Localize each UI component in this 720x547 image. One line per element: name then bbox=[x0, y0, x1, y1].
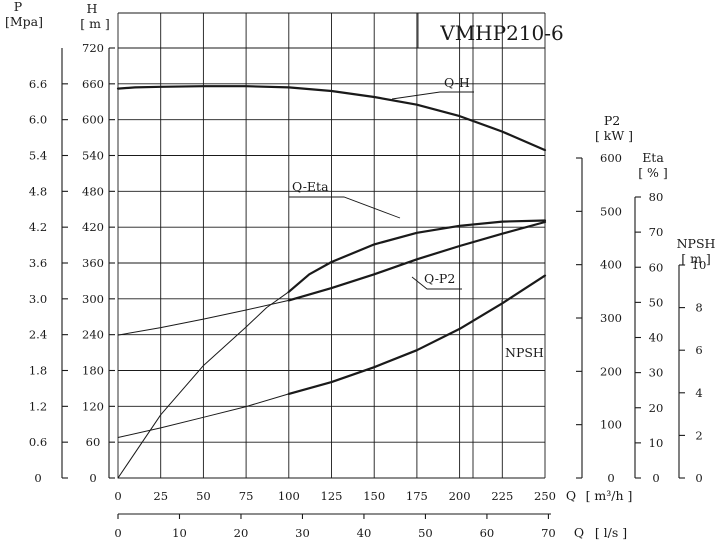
h-axis-tick-label: 0 bbox=[89, 471, 96, 485]
eta-axis-tick-label: 50 bbox=[649, 295, 664, 309]
p-axis-tick-label: 1.2 bbox=[29, 399, 47, 413]
grid bbox=[117, 12, 546, 479]
h-axis-tick-label: 240 bbox=[82, 328, 104, 342]
q-ls-tick-label: 40 bbox=[357, 526, 372, 540]
q-m3h-tick-label: 150 bbox=[363, 489, 385, 503]
h-axis-tick-label: 180 bbox=[82, 364, 104, 378]
q-ls-tick-label: 0 bbox=[114, 526, 121, 540]
eta-axis-tick-label: 80 bbox=[649, 190, 664, 204]
q-m3h-axis-label: Q bbox=[566, 488, 576, 503]
h-axis-tick-label: 540 bbox=[82, 149, 104, 163]
q-m3h-tick-label: 225 bbox=[491, 489, 513, 503]
p-axis-unit: [Mpa] bbox=[5, 14, 43, 29]
h-axis-tick-label: 300 bbox=[82, 292, 104, 306]
h-axis-tick-label: 60 bbox=[86, 435, 101, 449]
q-m3h-tick-label: 125 bbox=[321, 489, 343, 503]
npsh-axis-tick-label: 4 bbox=[695, 386, 702, 400]
p2-axis-tick-label: 400 bbox=[600, 258, 622, 272]
p-axis-tick-label: 4.8 bbox=[29, 184, 47, 198]
q-m3h-tick-label: 50 bbox=[196, 489, 211, 503]
eta-axis-tick-label: 60 bbox=[649, 260, 664, 274]
h-axis-tick-label: 420 bbox=[82, 220, 104, 234]
npsh-axis-tick-label: 10 bbox=[692, 258, 707, 272]
p2-axis-unit: [ kW ] bbox=[595, 128, 633, 143]
p-axis-tick-label: 6.6 bbox=[29, 77, 47, 91]
npsh-axis-tick-label: 6 bbox=[695, 343, 702, 357]
eta-axis-tick-label: 30 bbox=[649, 366, 664, 380]
q-h-leader bbox=[391, 91, 474, 100]
eta-axis-label: Eta bbox=[642, 150, 664, 165]
p2-axis-tick-label: 300 bbox=[600, 311, 622, 325]
q-m3h-tick-label: 250 bbox=[534, 489, 556, 503]
eta-axis-tick-label: 20 bbox=[649, 401, 664, 415]
q-eta-curve bbox=[287, 219, 547, 293]
h-axis-tick-label: 120 bbox=[82, 399, 104, 413]
p-axis-tick-label: 3.0 bbox=[29, 292, 47, 306]
p-axis-tick-label: 4.2 bbox=[29, 220, 47, 234]
q-ls-tick-label: 10 bbox=[172, 526, 187, 540]
q-eta-label: Q-Eta bbox=[292, 179, 329, 194]
npsh-axis-unit: [ m ] bbox=[681, 251, 711, 266]
p-axis-tick-label: 1.8 bbox=[29, 364, 47, 378]
q-m3h-axis-unit: [ m³/h ] bbox=[586, 488, 633, 503]
npsh-axis-tick-label: 8 bbox=[695, 301, 702, 315]
q-m3h-tick-label: 0 bbox=[114, 489, 121, 503]
eta-axis-unit: [ % ] bbox=[638, 165, 668, 180]
q-m3h-tick-label: 175 bbox=[406, 489, 428, 503]
npsh-axis-tick-label: 0 bbox=[695, 471, 702, 485]
chart-title: VMHP210-6 bbox=[439, 21, 563, 45]
p-axis-tick-label: 5.4 bbox=[29, 149, 47, 163]
p-axis-tick-label: 0.6 bbox=[29, 435, 47, 449]
p-axis-tick-label: 6.0 bbox=[29, 113, 47, 127]
h-axis-unit: [ m ] bbox=[80, 16, 110, 31]
p2-axis-tick-label: 600 bbox=[600, 151, 622, 165]
h-axis-label: H bbox=[87, 1, 98, 16]
q-ls-tick-label: 50 bbox=[418, 526, 433, 540]
p-axis-label: P bbox=[14, 0, 22, 14]
q-p2-curve bbox=[287, 220, 547, 302]
npsh-curve bbox=[117, 393, 290, 438]
q-ls-tick-label: 60 bbox=[480, 526, 495, 540]
q-m3h-tick-label: 75 bbox=[239, 489, 254, 503]
q-ls-tick-label: 70 bbox=[541, 526, 556, 540]
npsh-axis-tick-label: 2 bbox=[695, 428, 702, 442]
q-h-curve bbox=[116, 85, 547, 152]
q-ls-tick-label: 20 bbox=[234, 526, 249, 540]
q-ls-tick-label: 30 bbox=[295, 526, 310, 540]
q-m3h-tick-label: 25 bbox=[153, 489, 168, 503]
eta-axis-tick-label: 70 bbox=[649, 225, 664, 239]
npsh-label: NPSH bbox=[505, 345, 544, 360]
p-axis-tick-label: 0 bbox=[34, 471, 41, 485]
q-p2-leader bbox=[411, 276, 462, 290]
npsh-curve bbox=[287, 274, 547, 395]
eta-axis-tick-label: 10 bbox=[649, 436, 664, 450]
p2-axis-tick-label: 0 bbox=[607, 471, 614, 485]
h-axis-tick-label: 600 bbox=[82, 113, 104, 127]
eta-axis-tick-label: 0 bbox=[652, 471, 659, 485]
q-h-label: Q-H bbox=[444, 75, 470, 90]
q-ls-axis-label: Q bbox=[574, 525, 584, 540]
q-m3h-tick-label: 100 bbox=[278, 489, 300, 503]
q-p2-curve bbox=[117, 299, 290, 336]
p-axis-tick-label: 3.6 bbox=[29, 256, 47, 270]
q-m3h-tick-label: 200 bbox=[449, 489, 471, 503]
p2-axis-label: P2 bbox=[604, 113, 620, 128]
q-eta-leader bbox=[289, 196, 401, 219]
eta-axis-tick-label: 40 bbox=[649, 331, 664, 345]
p2-axis-tick-label: 100 bbox=[600, 418, 622, 432]
h-axis-tick-label: 480 bbox=[82, 184, 104, 198]
q-ls-axis-unit: [ l/s ] bbox=[595, 525, 627, 540]
p2-axis-tick-label: 500 bbox=[600, 204, 622, 218]
h-axis-tick-label: 720 bbox=[82, 41, 104, 55]
q-p2-label: Q-P2 bbox=[424, 271, 455, 286]
h-axis-tick-label: 660 bbox=[82, 77, 104, 91]
p2-axis-tick-label: 200 bbox=[600, 364, 622, 378]
npsh-axis-label: NPSH bbox=[677, 236, 716, 251]
h-axis-tick-label: 360 bbox=[82, 256, 104, 270]
p-axis-tick-label: 2.4 bbox=[29, 328, 47, 342]
